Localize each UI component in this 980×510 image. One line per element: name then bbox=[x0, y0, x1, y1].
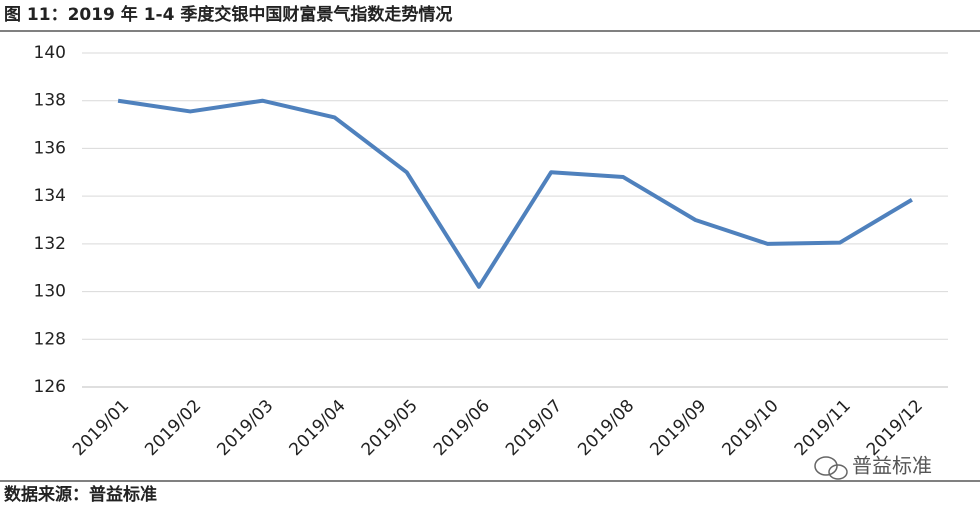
x-tick-label: 2019/02 bbox=[141, 396, 205, 460]
x-tick-label: 2019/08 bbox=[574, 396, 638, 460]
x-tick-label: 2019/12 bbox=[863, 396, 927, 460]
source: 数据来源：普益标准 bbox=[4, 484, 157, 505]
y-tick-label: 136 bbox=[34, 138, 66, 158]
x-tick-label: 2019/05 bbox=[358, 396, 422, 460]
x-tick-label: 2019/03 bbox=[213, 396, 277, 460]
watermark-icon bbox=[814, 456, 848, 480]
y-tick-label: 126 bbox=[34, 377, 66, 397]
x-tick-label: 2019/06 bbox=[430, 396, 494, 460]
y-tick-label: 138 bbox=[34, 91, 66, 111]
y-tick-label: 130 bbox=[34, 282, 66, 302]
x-tick-label: 2019/01 bbox=[69, 396, 133, 460]
series-line bbox=[117, 98, 913, 289]
x-tick-label: 2019/07 bbox=[502, 396, 566, 460]
x-tick-label: 2019/09 bbox=[646, 396, 710, 460]
x-tick-label: 2019/10 bbox=[719, 396, 783, 460]
y-tick-label: 128 bbox=[34, 329, 66, 349]
x-tick-label: 2019/04 bbox=[286, 396, 350, 460]
y-tick-label: 132 bbox=[34, 234, 66, 254]
x-tick-label: 2019/11 bbox=[791, 396, 855, 460]
y-tick-label: 140 bbox=[34, 43, 66, 63]
y-tick-label: 134 bbox=[34, 186, 66, 206]
watermark: 普益标准 bbox=[852, 454, 932, 478]
chart-title: 图 11：2019 年 1-4 季度交银中国财富景气指数走势情况 bbox=[4, 4, 452, 25]
